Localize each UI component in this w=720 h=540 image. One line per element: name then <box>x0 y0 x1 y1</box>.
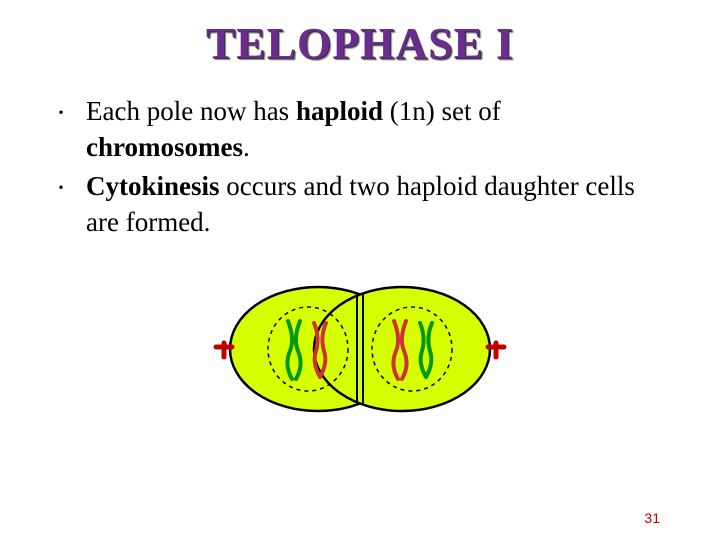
bullet-text: . <box>243 132 250 162</box>
page-title: TELOPHASE I <box>40 18 680 69</box>
bullet-bold: haploid <box>296 96 383 126</box>
bullet-item: Each pole now has haploid (1n) set of ch… <box>86 93 660 166</box>
cell-diagram <box>210 269 510 429</box>
bullet-bold: chromosomes <box>86 132 243 162</box>
bullet-item: Cytokinesis occurs and two haploid daugh… <box>86 168 660 241</box>
page-number: 31 <box>644 510 660 526</box>
bullet-list: Each pole now has haploid (1n) set of ch… <box>40 93 680 241</box>
diagram-container <box>40 269 680 429</box>
bullet-text: Each pole now has <box>86 96 296 126</box>
bullet-text: (1n) set of <box>383 96 501 126</box>
bullet-bold: Cytokinesis <box>86 171 220 201</box>
slide: TELOPHASE I Each pole now has haploid (1… <box>0 0 720 540</box>
